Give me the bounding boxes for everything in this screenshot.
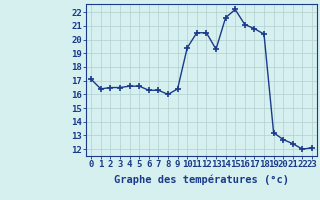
- X-axis label: Graphe des températures (°c): Graphe des températures (°c): [114, 175, 289, 185]
